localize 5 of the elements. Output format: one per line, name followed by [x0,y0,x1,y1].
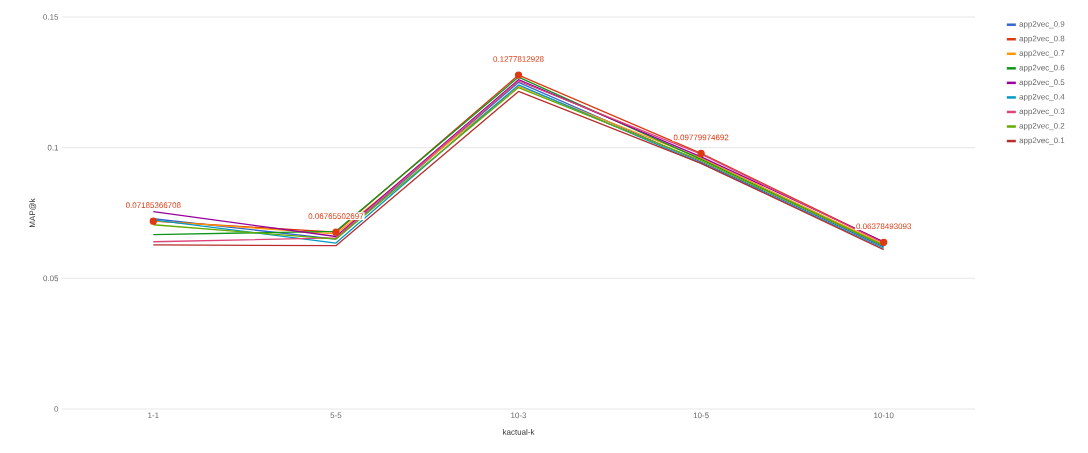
point [697,149,705,158]
point [149,217,157,225]
point [880,238,888,246]
point [332,228,340,236]
point [514,71,523,79]
